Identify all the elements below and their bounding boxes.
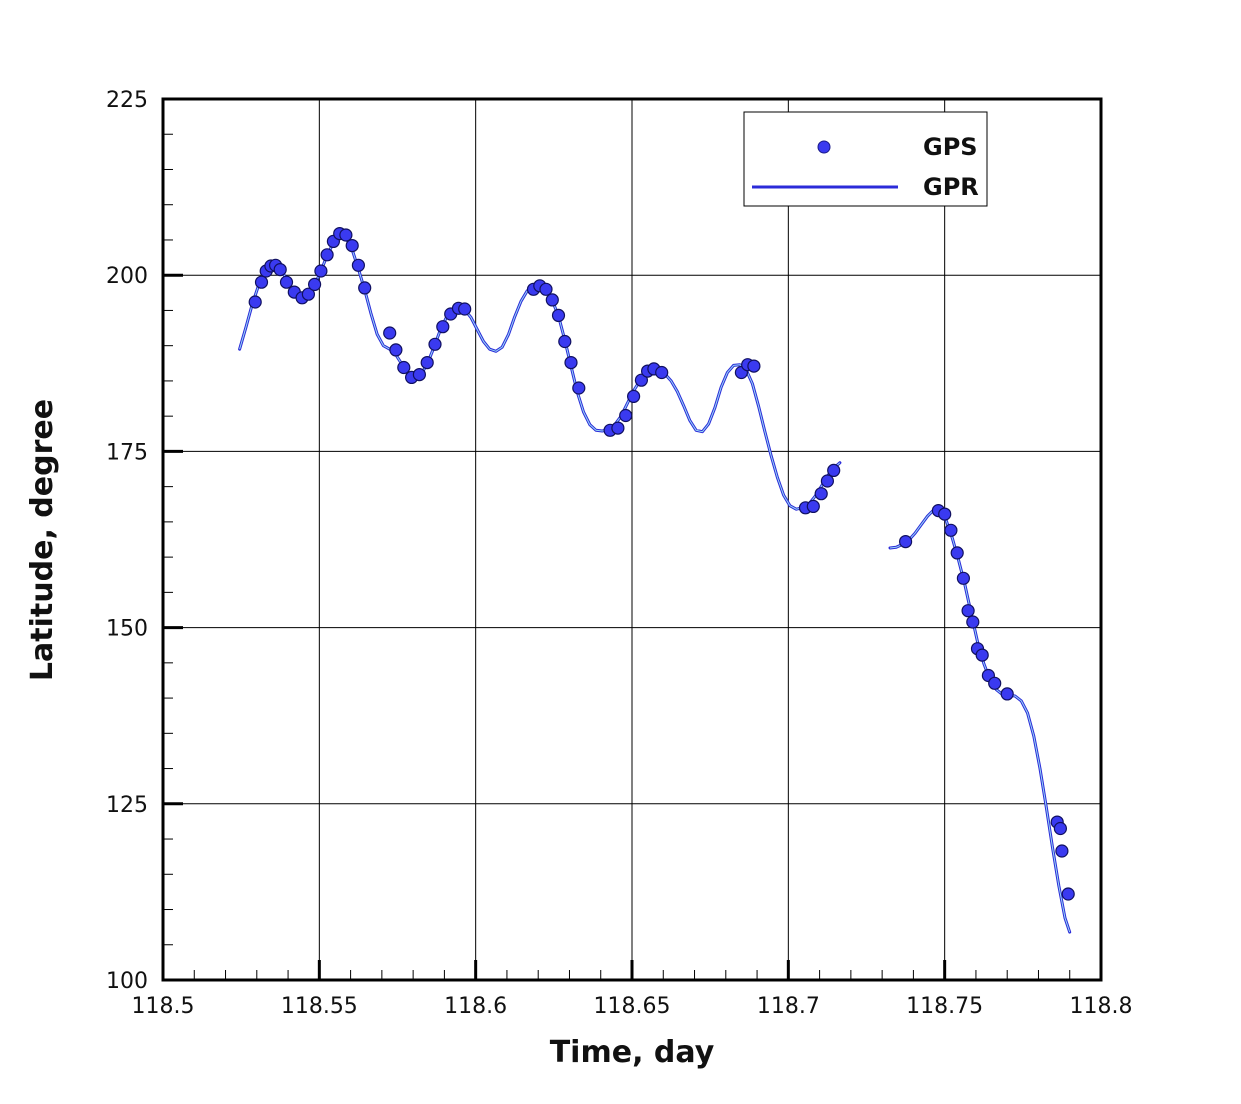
y-axis-title: Latitude, degree — [25, 399, 60, 681]
y-tick-label: 125 — [106, 793, 148, 818]
gps-point — [827, 463, 841, 477]
gps-point — [988, 676, 1002, 690]
gps-point — [944, 523, 958, 537]
x-tick-label: 118.55 — [281, 994, 358, 1019]
gps-point — [428, 337, 442, 351]
gps-point — [1055, 844, 1069, 858]
gps-point — [314, 264, 328, 278]
gpr-line-highlight — [239, 235, 841, 510]
gps-point — [1000, 687, 1014, 701]
plot-frame — [161, 97, 1103, 982]
gpr-line — [888, 508, 1072, 934]
gps-point — [273, 263, 287, 277]
x-tick-label: 118.65 — [594, 994, 671, 1019]
gps-point — [626, 389, 641, 403]
gps-point — [814, 487, 828, 501]
gpr-line — [238, 234, 842, 511]
legend: GPS GPR — [743, 111, 988, 207]
legend-gps-marker — [817, 140, 831, 154]
gps-point — [898, 534, 913, 549]
gps-point — [1061, 887, 1075, 901]
x-tick-label: 118.7 — [757, 994, 820, 1019]
gps-point — [820, 474, 835, 488]
gps-point — [564, 356, 578, 370]
gps-point — [611, 421, 625, 435]
x-tick-label: 118.5 — [132, 994, 195, 1019]
gps-point — [572, 381, 586, 395]
x-tick-label: 118.8 — [1070, 994, 1133, 1019]
gps-point — [420, 356, 434, 370]
legend-box — [743, 111, 988, 207]
legend-gpr-label: GPR — [923, 173, 979, 201]
gps-point — [308, 277, 322, 291]
gps-markers — [248, 227, 1075, 901]
gps-point — [975, 648, 989, 662]
gpr-curves — [238, 234, 1072, 934]
gps-point — [436, 320, 450, 334]
x-tick-label: 118.6 — [444, 994, 507, 1019]
gps-point — [938, 507, 952, 521]
gps-point — [351, 258, 365, 272]
gps-point — [747, 359, 761, 373]
y-tick-label: 100 — [106, 969, 148, 994]
gps-point — [383, 326, 397, 340]
gps-point — [558, 334, 572, 349]
gps-point — [412, 368, 426, 382]
x-tick-label: 118.75 — [906, 994, 983, 1019]
gps-point — [301, 287, 315, 301]
gpr-line-highlight — [889, 509, 1071, 933]
tick-labels: 118.5 118.55 118.6 118.65 118.7 118.75 118.8 10… — [106, 88, 1132, 1019]
gps-point — [619, 408, 633, 423]
gps-point — [545, 293, 559, 307]
gps-point — [961, 604, 975, 618]
gps-point — [1053, 821, 1068, 836]
gps-point — [248, 295, 262, 309]
gps-point — [950, 546, 964, 560]
gps-point — [634, 373, 649, 387]
gps-point — [966, 615, 980, 629]
y-tick-label: 200 — [106, 264, 148, 289]
gps-point — [397, 360, 411, 375]
y-tick-label: 175 — [106, 440, 148, 465]
gps-point — [358, 281, 372, 295]
gps-point — [389, 343, 403, 357]
gps-point — [339, 228, 353, 242]
gps-point — [551, 308, 566, 322]
y-tick-label: 150 — [106, 617, 148, 642]
x-axis-title: Time, day — [550, 1035, 715, 1070]
gps-point — [956, 571, 971, 585]
grid-lines — [163, 99, 1101, 980]
legend-gps-label: GPS — [923, 133, 978, 161]
gps-point — [655, 365, 669, 380]
y-tick-label: 225 — [106, 88, 148, 113]
gps-point — [806, 499, 820, 513]
gps-point — [345, 239, 359, 253]
gps-point — [539, 282, 553, 296]
gps-point — [320, 248, 334, 262]
gps-point — [254, 275, 269, 289]
gps-point — [458, 302, 472, 316]
gps-point — [279, 275, 294, 289]
